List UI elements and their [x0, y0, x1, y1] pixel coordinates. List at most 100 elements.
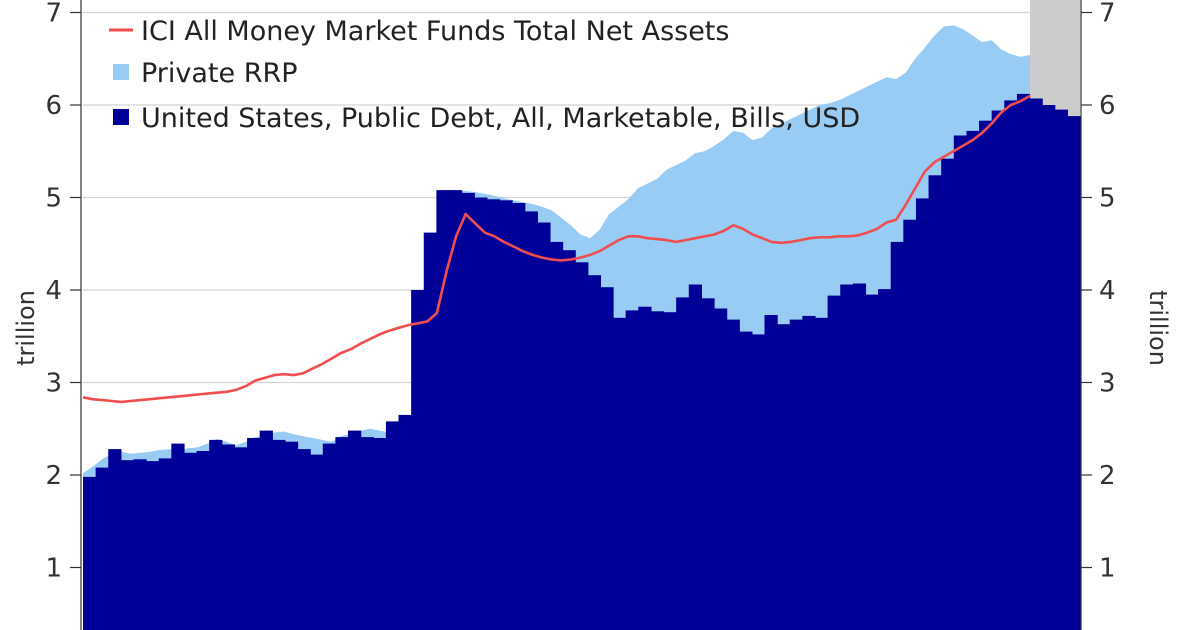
tbill-bar — [777, 324, 791, 630]
tbill-bar — [1016, 93, 1031, 630]
tbill-bar — [108, 449, 122, 630]
tbill-bar — [209, 439, 223, 630]
tbill-bar — [411, 290, 425, 630]
tbill-bar — [549, 241, 564, 630]
tbill-bar — [676, 297, 690, 630]
tbill-bar — [638, 306, 652, 630]
tbill-bar — [802, 315, 816, 630]
tbill-bar — [436, 190, 450, 630]
tbill-bar — [133, 459, 147, 630]
tbill-bar — [688, 284, 702, 630]
tbill-bar — [979, 120, 993, 630]
right-axis-title: trillion — [1144, 290, 1172, 366]
tbill-bar — [385, 421, 400, 630]
tbill-bar — [650, 311, 665, 630]
ici-mmf-line — [82, 94, 1031, 404]
tbill-bar — [915, 198, 930, 630]
tbill-bar — [221, 444, 236, 630]
tbill-bar — [146, 461, 160, 630]
tbill-bar — [726, 319, 740, 630]
tbill-bar — [575, 262, 589, 630]
tbill-bar — [322, 443, 336, 630]
legend-item-ici: ICI All Money Market Funds Total Net Ass… — [109, 16, 729, 47]
tbill-bar — [751, 334, 766, 630]
legend-item-rrp: Private RRP — [113, 58, 298, 89]
tbill-bar — [348, 430, 362, 630]
right-tick-label: 4 — [1099, 276, 1116, 306]
tbill-bar — [1067, 116, 1081, 630]
left-tick-label: 5 — [45, 184, 62, 214]
tbill-bar — [474, 197, 488, 630]
tbill-bar — [196, 451, 210, 630]
tbill-bars — [83, 93, 1081, 630]
tbill-bar — [284, 441, 299, 630]
legend-swatch-rrp — [113, 64, 129, 80]
tbill-bar — [814, 317, 829, 630]
tbill-bar — [83, 476, 97, 630]
tbill-bar — [714, 308, 728, 630]
tbill-bar — [663, 312, 677, 630]
tbill-bar — [423, 232, 437, 630]
legend: ICI All Money Market Funds Total Net Ass… — [109, 16, 860, 134]
tbill-bar — [360, 437, 374, 630]
right-axis-ticks: 1 2 3 4 5 6 7 — [1081, 0, 1116, 584]
tbill-bar — [966, 130, 980, 630]
tbill-bar — [789, 319, 803, 630]
left-tick-label: 4 — [45, 276, 62, 306]
tbill-bar — [941, 158, 955, 630]
legend-label-tbills: United States, Public Debt, All, Marketa… — [141, 103, 860, 134]
tbill-bar — [247, 438, 261, 630]
tbill-bar — [272, 439, 286, 630]
tbill-bar — [1054, 109, 1068, 630]
tbill-bar — [259, 430, 273, 630]
tbill-bar — [840, 284, 854, 630]
tbill-bar — [499, 200, 513, 630]
left-tick-label: 7 — [45, 0, 62, 29]
left-axis-ticks: 1 2 3 4 5 6 7 — [45, 0, 81, 584]
tbill-bar — [1029, 98, 1043, 630]
tbill-bar — [297, 449, 311, 630]
tbill-bar — [158, 458, 172, 630]
tbill-bar — [600, 287, 614, 630]
legend-label-rrp: Private RRP — [141, 58, 298, 89]
right-tick-label: 3 — [1099, 369, 1116, 399]
tbill-bar — [991, 110, 1005, 630]
tbill-bar — [827, 295, 841, 630]
tbill-bar — [512, 203, 526, 630]
left-tick-label: 1 — [45, 554, 62, 584]
legend-swatch-tbills — [113, 109, 129, 125]
tbill-bar — [234, 447, 248, 630]
left-tick-label: 3 — [45, 369, 62, 399]
tbill-bar — [95, 467, 109, 630]
left-axis-title: trillion — [12, 290, 40, 366]
tbill-bar — [878, 289, 892, 630]
left-tick-label: 2 — [45, 461, 62, 491]
tbill-bar — [928, 175, 942, 630]
tbill-bar — [1004, 100, 1018, 630]
tbill-bar — [587, 275, 602, 630]
tbill-bar — [953, 135, 968, 630]
tbill-bar — [335, 437, 349, 630]
tbill-bar — [461, 192, 475, 630]
tbill-bar — [764, 315, 778, 630]
tbill-bar — [183, 452, 198, 630]
right-tick-label: 6 — [1099, 91, 1116, 121]
tbill-bar — [613, 317, 627, 630]
left-tick-label: 6 — [45, 91, 62, 121]
tbill-bar — [448, 190, 463, 630]
tbill-bar — [865, 294, 879, 630]
tbill-bar — [1042, 105, 1056, 630]
tbill-bar — [903, 219, 917, 630]
tbill-bar — [486, 199, 501, 630]
tbill-bar — [310, 454, 324, 630]
legend-label-ici: ICI All Money Market Funds Total Net Ass… — [141, 16, 729, 47]
tbill-bar — [120, 460, 135, 630]
right-tick-label: 5 — [1099, 184, 1116, 214]
tbill-bar — [890, 241, 904, 630]
tbill-bar — [524, 211, 538, 630]
tbill-bar — [537, 222, 551, 630]
tbill-bar — [171, 443, 185, 630]
tbill-bar — [852, 283, 867, 630]
tbill-bar — [701, 298, 715, 630]
